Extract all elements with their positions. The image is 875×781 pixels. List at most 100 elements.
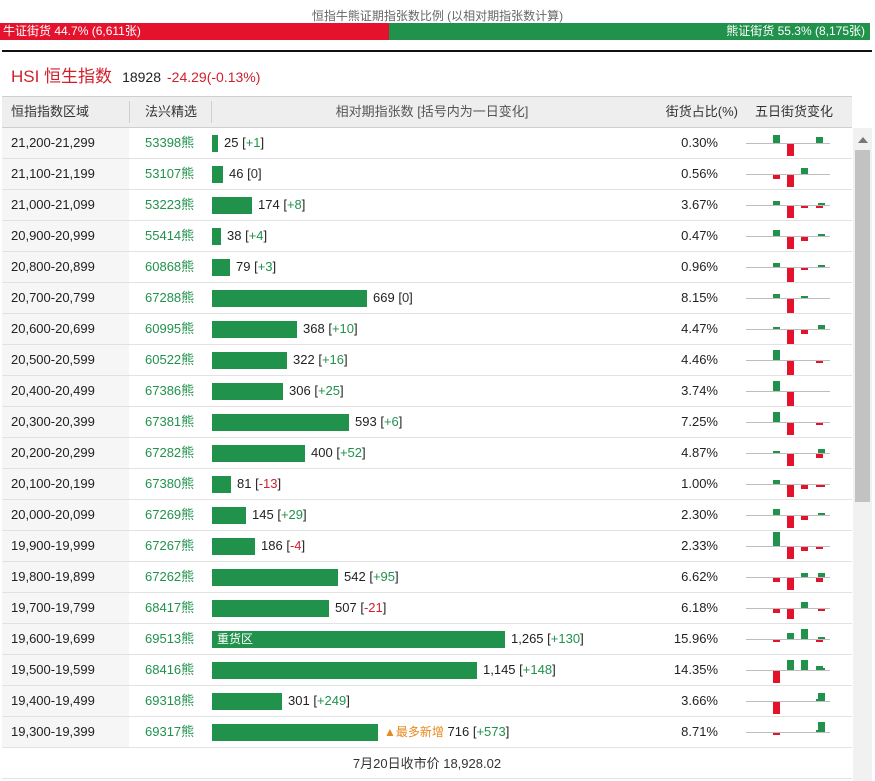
five-day-bar [818, 722, 825, 732]
five-day-change-chart [746, 438, 830, 468]
five-day-bar [773, 412, 780, 422]
contracts-cell: 306 [+25] [212, 376, 652, 406]
warrant-code-link[interactable]: 60868熊 [145, 259, 195, 274]
warrant-code-link[interactable]: 60522熊 [145, 352, 195, 367]
five-day-bar [787, 175, 794, 187]
table-row: 19,700-19,799 68417熊 507 [-21] 6.18% [2, 593, 852, 624]
index-range: 20,700-20,799 [2, 283, 129, 313]
warrant-code-link[interactable]: 69318熊 [145, 693, 195, 708]
outstanding-pct: 8.15% [681, 290, 718, 305]
five-day-bar [801, 547, 808, 551]
warrant-code-link[interactable]: 55414熊 [145, 228, 195, 243]
table-row: 20,900-20,999 55414熊 38 [+4] 0.47% [2, 221, 852, 252]
mini-axis [746, 701, 830, 702]
daily-change: -13 [258, 476, 278, 491]
contracts-bar [212, 693, 282, 710]
daily-change: +1 [245, 135, 261, 150]
warrant-code-link[interactable]: 67282熊 [145, 445, 195, 460]
warrant-code-link[interactable]: 67380熊 [145, 476, 195, 491]
warrant-code-link[interactable]: 60995熊 [145, 321, 195, 336]
five-day-bar [818, 573, 825, 577]
contracts-value: 301 [288, 693, 310, 708]
five-day-bar [773, 509, 780, 515]
contracts-value: 145 [252, 507, 274, 522]
warrant-code-link[interactable]: 67269熊 [145, 507, 195, 522]
five-day-bar [816, 137, 823, 143]
warrant-code-link[interactable]: 67262熊 [145, 569, 195, 584]
five-day-bar [773, 201, 780, 205]
five-day-bar [818, 513, 825, 515]
index-range: 20,900-20,999 [2, 221, 129, 251]
mini-axis [746, 267, 830, 268]
warrant-code-link[interactable]: 69317熊 [145, 724, 195, 739]
contracts-info: 507 [-21] [335, 600, 387, 615]
warrant-code-link[interactable]: 53398熊 [145, 135, 195, 150]
five-day-bar [801, 296, 808, 298]
contracts-info: 368 [+10] [303, 321, 358, 336]
mini-axis [746, 422, 830, 423]
five-day-bar [773, 451, 780, 453]
table-row: 20,800-20,899 60868熊 79 [+3] 0.96% [2, 252, 852, 283]
contracts-bar [212, 445, 305, 462]
scroll-thumb[interactable] [855, 150, 870, 502]
contracts-value: 1,145 [483, 662, 516, 677]
warrant-code-link[interactable]: 69513熊 [145, 631, 195, 646]
index-range: 21,000-21,099 [2, 190, 129, 220]
warrant-code-link[interactable]: 67288熊 [145, 290, 195, 305]
five-day-bar [787, 330, 794, 344]
daily-change: +8 [286, 197, 302, 212]
five-day-bar [787, 660, 794, 670]
contracts-value: 81 [237, 476, 252, 491]
five-day-bar [818, 234, 825, 236]
index-range: 20,600-20,699 [2, 314, 129, 344]
contracts-cell: 186 [-4] [212, 531, 652, 561]
contracts-cell: 322 [+16] [212, 345, 652, 375]
outstanding-pct: 1.00% [681, 476, 718, 491]
five-day-bar [773, 671, 780, 683]
contracts-value: 1,265 [511, 631, 544, 646]
five-day-bar [773, 175, 780, 179]
contracts-cell: 507 [-21] [212, 593, 652, 623]
table-header: 恒指指数区域 法兴精选 相对期指张数 [括号内为一日变化] 街货占比(%) 五日… [2, 96, 852, 128]
most-added-tag: ▲最多新增 [384, 725, 444, 739]
contracts-bar [212, 383, 283, 400]
outstanding-pct: 6.62% [681, 569, 718, 584]
daily-change: +25 [317, 383, 340, 398]
index-range: 19,900-19,999 [2, 531, 129, 561]
mini-axis [746, 391, 830, 392]
five-day-bar [816, 547, 823, 549]
table-row: 19,400-19,499 69318熊 301 [+249] 3.66% [2, 686, 852, 717]
vertical-scrollbar[interactable] [853, 128, 872, 781]
bear-ratio-segment: 熊证街货 55.3% (8,175张) [389, 23, 870, 40]
warrant-code-link[interactable]: 53223熊 [145, 197, 195, 212]
five-day-bar [801, 602, 808, 608]
five-day-bar [801, 516, 808, 520]
index-name: HSI 恒生指数 [11, 67, 113, 86]
mini-axis [746, 484, 830, 485]
five-day-bar [787, 144, 794, 156]
contracts-bar [212, 538, 255, 555]
contracts-value: 368 [303, 321, 325, 336]
warrant-code-link[interactable]: 67267熊 [145, 538, 195, 553]
outstanding-pct: 6.18% [681, 600, 718, 615]
index-range: 20,200-20,299 [2, 438, 129, 468]
five-day-bar [787, 268, 794, 282]
five-day-bar [816, 578, 823, 582]
warrant-code-link[interactable]: 67386熊 [145, 383, 195, 398]
five-day-change-chart [746, 407, 830, 437]
warrant-code-link[interactable]: 68417熊 [145, 600, 195, 615]
contracts-bar [212, 476, 231, 493]
warrant-code-link[interactable]: 53107熊 [145, 166, 195, 181]
contracts-info: 174 [+8] [258, 197, 306, 212]
five-day-bar [816, 361, 823, 363]
scroll-up-arrow-icon[interactable] [858, 137, 868, 143]
table-row: 20,100-20,199 67380熊 81 [-13] 1.00% [2, 469, 852, 500]
table-row: 21,100-21,199 53107熊 46 [0] 0.56% [2, 159, 852, 190]
five-day-bar [773, 578, 780, 582]
warrant-code-link[interactable]: 68416熊 [145, 662, 195, 677]
table-row: 20,400-20,499 67386熊 306 [+25] 3.74% [2, 376, 852, 407]
five-day-change-chart [746, 624, 830, 654]
daily-change: 0 [250, 166, 258, 181]
five-day-change-chart [746, 717, 830, 747]
warrant-code-link[interactable]: 67381熊 [145, 414, 195, 429]
